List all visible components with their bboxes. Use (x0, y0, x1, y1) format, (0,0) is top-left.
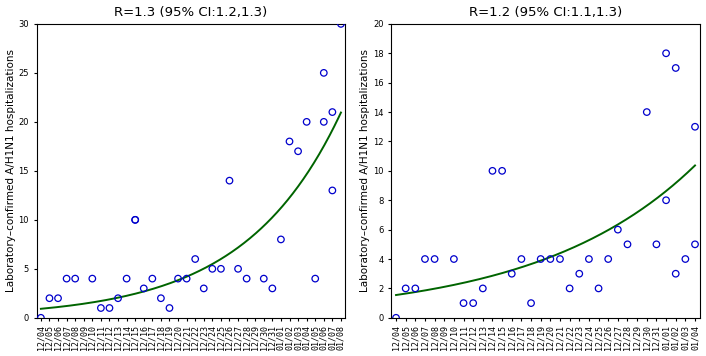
Point (458, 300, 469, 306)
Title: R=1.2 (95% CI:1.1,1.3): R=1.2 (95% CI:1.1,1.3) (469, 6, 622, 19)
Point (292, 148, 304, 154)
Point (651, 241, 662, 247)
Point (641, 109, 652, 115)
Point (583, 256, 594, 262)
Y-axis label: Laboratory–confirmed A/H1N1 hospitalizations: Laboratory–confirmed A/H1N1 hospitalizat… (360, 49, 370, 292)
Point (496, 168, 508, 174)
Point (172, 276, 184, 282)
Point (516, 256, 527, 262)
Point (318, 119, 330, 125)
Point (689, 241, 700, 247)
Point (612, 227, 623, 232)
Point (129, 217, 140, 223)
Point (155, 295, 167, 301)
Point (622, 241, 633, 247)
Point (660, 197, 671, 203)
Point (327, 188, 338, 193)
Point (309, 276, 321, 282)
Point (602, 256, 614, 262)
Point (198, 286, 210, 291)
Point (390, 315, 402, 321)
Point (506, 271, 517, 277)
Point (564, 286, 575, 291)
Point (241, 276, 252, 282)
Point (232, 266, 244, 272)
Point (660, 51, 671, 56)
Point (301, 119, 312, 125)
Point (129, 217, 140, 223)
Point (335, 21, 347, 27)
Point (207, 266, 218, 272)
Title: R=1.3 (95% CI:1.2,1.3): R=1.3 (95% CI:1.2,1.3) (114, 6, 268, 19)
Point (545, 256, 556, 262)
Point (138, 286, 150, 291)
Point (525, 300, 537, 306)
Point (327, 109, 338, 115)
Point (35, 315, 47, 321)
Point (224, 178, 235, 183)
Point (689, 124, 700, 130)
Point (215, 266, 227, 272)
Point (181, 276, 192, 282)
Point (409, 286, 421, 291)
Point (487, 168, 498, 174)
Point (318, 70, 330, 76)
Point (477, 286, 489, 291)
Point (554, 256, 566, 262)
Point (87, 276, 98, 282)
Point (467, 300, 479, 306)
Y-axis label: Laboratory–confirmed A/H1N1 hospitalizations: Laboratory–confirmed A/H1N1 hospitalizat… (6, 49, 16, 292)
Point (44, 295, 55, 301)
Point (284, 138, 295, 144)
Point (112, 295, 124, 301)
Point (593, 286, 604, 291)
Point (448, 256, 460, 262)
Point (275, 237, 287, 242)
Point (670, 65, 681, 71)
Point (573, 271, 585, 277)
Point (267, 286, 278, 291)
Point (680, 256, 691, 262)
Point (95, 305, 107, 311)
Point (147, 276, 158, 282)
Point (429, 256, 441, 262)
Point (189, 256, 201, 262)
Point (61, 276, 72, 282)
Point (121, 276, 132, 282)
Point (52, 295, 64, 301)
Point (258, 276, 270, 282)
Point (104, 305, 115, 311)
Point (400, 286, 412, 291)
Point (535, 256, 546, 262)
Point (69, 276, 80, 282)
Point (419, 256, 431, 262)
Point (670, 271, 681, 277)
Point (164, 305, 175, 311)
